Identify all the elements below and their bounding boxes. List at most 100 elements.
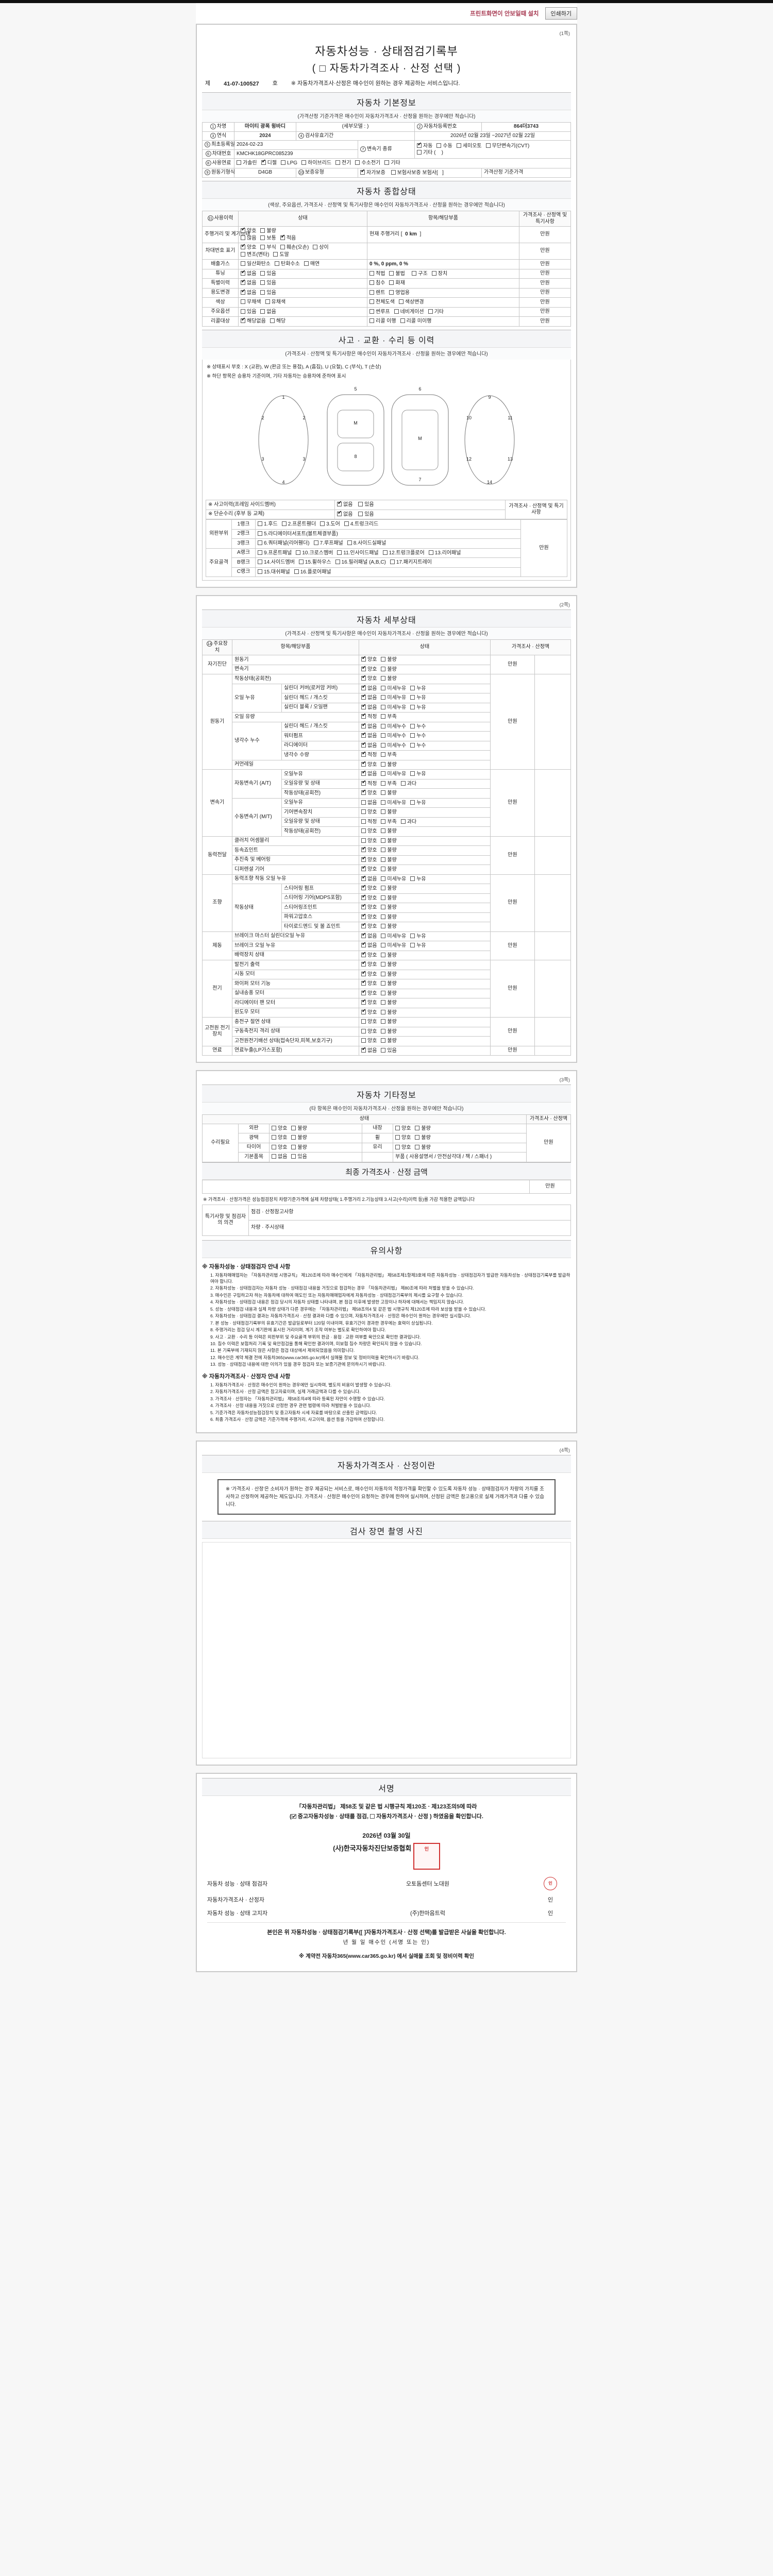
fuel-0-checkbox[interactable] [237,160,241,165]
detail-5-1-0-checkbox[interactable] [361,941,366,948]
part-0-1-checkbox[interactable] [281,521,287,526]
detail-1-8-0-checkbox[interactable] [361,751,366,757]
detail-5-2-0-checkbox[interactable] [361,951,366,957]
detail-2-5-2-checkbox[interactable] [400,819,406,824]
transmission-other-checkbox[interactable] [417,150,422,155]
detail-1-1-1-checkbox[interactable] [381,685,386,690]
overall-1-a1-checkbox[interactable] [260,245,265,249]
detail-5-0-0-checkbox[interactable] [361,932,366,938]
overall-8-d0-checkbox[interactable] [369,318,374,323]
frame-yes-checkbox[interactable] [358,502,363,506]
part-3-1-checkbox[interactable] [296,550,301,555]
print-button[interactable]: 인쇄하기 [545,7,577,20]
overall-row-state[interactable]: 무채색 유채색 [238,297,367,308]
overall-7-a1-checkbox[interactable] [260,309,265,314]
part-3-0-checkbox[interactable] [258,550,262,555]
part-0-0-checkbox[interactable] [258,521,262,526]
overall-1-a4-checkbox[interactable] [241,251,245,257]
detail-4-2-1-checkbox[interactable] [381,895,386,900]
parts-cell[interactable]: 14.사이드멤버 15.휠하우스 16.필러패널 (A,B,C) 17.패키지트레이 [255,557,521,568]
overall-5-d0-checkbox[interactable] [369,290,374,295]
part-2-2-checkbox[interactable] [347,540,352,545]
detail-1-9-0-checkbox[interactable] [361,760,366,767]
overall-8-a0-checkbox[interactable] [241,317,245,324]
simple-none-checkbox[interactable] [337,510,342,516]
overall-4-a0-checkbox[interactable] [241,279,245,285]
overall-6-d1-checkbox[interactable] [398,299,404,304]
detail-6-0-0-checkbox[interactable] [361,960,366,967]
simple-repair-options[interactable]: 없음 있음 [334,509,506,519]
detail-6-4-1-checkbox[interactable] [381,1000,386,1005]
fuel-1-checkbox[interactable] [261,159,266,165]
warranty-insurer-checkbox[interactable] [391,170,396,175]
detail-1-7-1-checkbox[interactable] [381,742,386,748]
other-1-a1-checkbox[interactable] [291,1135,296,1140]
parts-cell[interactable]: 6.쿼터패널(리어휀더) 7.루프패널 8.사이드실패널 [255,538,521,549]
overall-3-c1-checkbox[interactable] [431,270,436,276]
part-0-2-checkbox[interactable] [320,521,325,526]
transmission-1-checkbox[interactable] [436,143,442,148]
overall-4-a1-checkbox[interactable] [260,280,265,285]
overall-5-a1-checkbox[interactable] [260,290,265,295]
overall-6-a1-checkbox[interactable] [265,299,270,304]
detail-2-2-0-checkbox[interactable] [361,789,366,795]
detail-4-4-0-checkbox[interactable] [361,913,366,919]
fuel-3-checkbox[interactable] [301,160,307,165]
detail-0-0-1-checkbox[interactable] [381,657,386,662]
simple-yes-checkbox[interactable] [358,511,363,516]
overall-1-a2-checkbox[interactable] [280,245,285,249]
fuel-5-checkbox[interactable] [355,160,360,165]
detail-1-3-0-checkbox[interactable] [361,703,366,709]
overall-3-d1-checkbox[interactable] [389,270,394,276]
detail-8-0-1-checkbox[interactable] [381,1047,386,1053]
overall-row-item[interactable]: 렌트 영업용 [367,287,519,298]
detail-4-5-1-checkbox[interactable] [381,924,386,928]
other-opts-a[interactable]: 양호 불량 [269,1123,362,1133]
detail-2-1-2-checkbox[interactable] [400,781,406,786]
overall-4-d1-checkbox[interactable] [389,280,394,285]
detail-6-3-0-checkbox[interactable] [361,989,366,995]
overall-row-state[interactable]: 양호불량많음보통적음 [238,226,367,243]
part-1-0-checkbox[interactable] [258,531,262,536]
detail-1-5-1-checkbox[interactable] [381,723,386,728]
detail-2-5-1-checkbox[interactable] [381,819,386,824]
detail-1-1-2-checkbox[interactable] [410,685,415,690]
overall-2-a2-checkbox[interactable] [304,261,309,266]
detail-3-1-0-checkbox[interactable] [361,846,366,853]
detail-1-6-1-checkbox[interactable] [381,733,386,738]
other-1-b1-checkbox[interactable] [415,1135,420,1140]
detail-6-4-0-checkbox[interactable] [361,998,366,1005]
overall-4-d0-checkbox[interactable] [369,280,374,285]
detail-2-2-1-checkbox[interactable] [381,790,386,795]
overall-6-d0-checkbox[interactable] [369,299,374,304]
detail-7-0-1-checkbox[interactable] [381,1019,386,1024]
detail-5-1-1-checkbox[interactable] [381,943,386,947]
detail-1-3-2-checkbox[interactable] [410,704,415,709]
overall-3-a1-checkbox[interactable] [260,270,265,276]
detail-2-4-0-checkbox[interactable] [361,809,366,814]
part-5-0-checkbox[interactable] [258,569,262,574]
detail-4-0-2-checkbox[interactable] [410,876,415,881]
detail-1-7-0-checkbox[interactable] [361,741,366,748]
detail-2-4-1-checkbox[interactable] [381,809,386,814]
overall-0-b1-checkbox[interactable] [260,235,265,240]
overall-2-a1-checkbox[interactable] [275,261,279,266]
